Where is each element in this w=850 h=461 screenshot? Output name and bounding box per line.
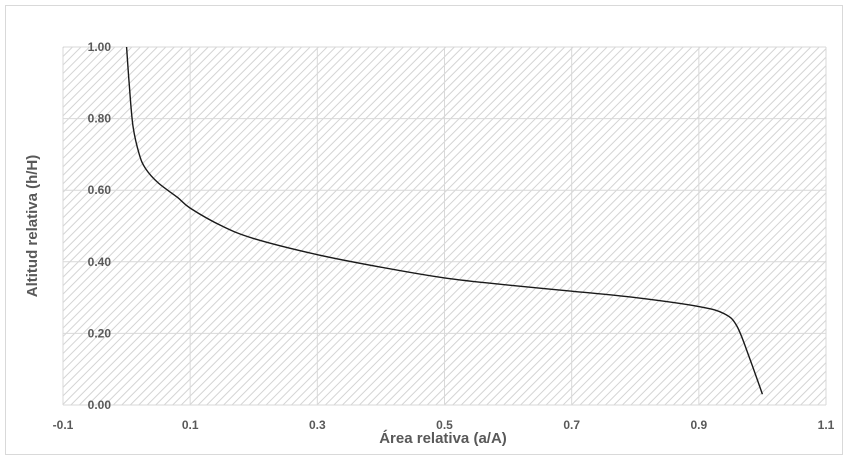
y-tick-label: 0.40 — [88, 255, 112, 269]
gridlines — [62, 46, 827, 406]
series-line — [125, 46, 764, 395]
x-tick-label: 0.9 — [690, 418, 707, 432]
y-tick-label: 0.80 — [88, 112, 112, 126]
x-tick-label: 0.5 — [436, 418, 453, 432]
y-axis-title: Altitud relativa (h/H) — [24, 155, 41, 298]
x-tick-label: 0.1 — [182, 418, 199, 432]
y-tick-label: 0.60 — [88, 183, 112, 197]
x-tick-label: 0.7 — [563, 418, 580, 432]
y-tick-labels: 0.00 0.20 0.40 0.60 0.80 1.00 — [88, 40, 112, 412]
x-tick-label: 1.1 — [818, 418, 835, 432]
y-tick-label: 1.00 — [88, 40, 112, 54]
x-tick-label: -0.1 — [53, 418, 74, 432]
y-tick-label: 0.00 — [88, 398, 112, 412]
x-tick-label: 0.3 — [309, 418, 326, 432]
x-tick-labels: -0.1 0.1 0.3 0.5 0.7 0.9 1.1 — [53, 418, 835, 432]
x-axis-title: Área relativa (a/A) — [379, 430, 507, 447]
y-tick-label: 0.20 — [88, 326, 112, 340]
